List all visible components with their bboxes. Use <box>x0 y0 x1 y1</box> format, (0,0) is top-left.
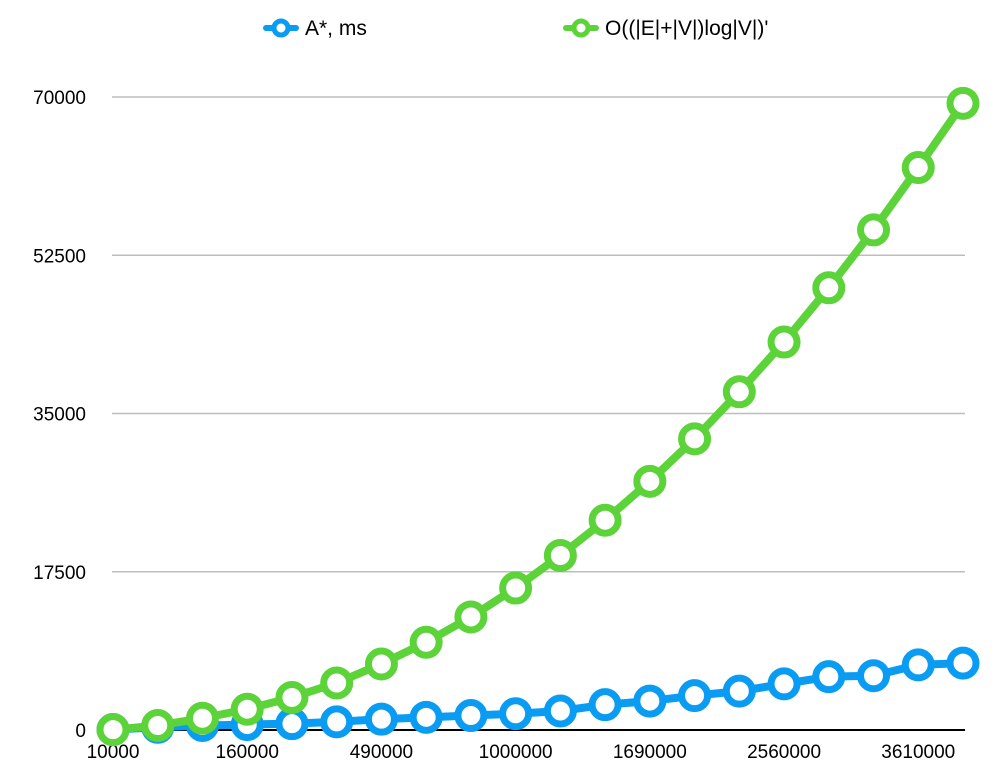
data-point <box>812 660 846 694</box>
series-line-2 <box>109 99 967 734</box>
data-point <box>454 699 488 733</box>
legend-entry-series-2: O((|E|+|V|)log|V|)' <box>563 17 768 40</box>
y-axis-ticks: 0 17500 35000 52500 70000 <box>33 88 86 742</box>
data-point <box>543 694 577 728</box>
data-point <box>767 667 801 701</box>
data-point <box>767 325 801 359</box>
legend: A*, ms O((|E|+|V|)log|V|)' <box>263 17 768 40</box>
data-point <box>722 375 756 409</box>
data-point <box>96 713 130 747</box>
data-point <box>678 422 712 456</box>
data-point <box>901 648 935 682</box>
data-point <box>320 705 354 739</box>
gridlines <box>112 96 965 573</box>
x-tick-label: 2560000 <box>747 742 821 763</box>
series-group <box>96 86 980 747</box>
y-tick-label: 52500 <box>33 246 86 267</box>
y-tick-label: 17500 <box>33 563 86 584</box>
legend-label-series-2: O((|E|+|V|)log|V|)' <box>605 17 768 40</box>
data-point <box>364 647 398 681</box>
data-point <box>946 646 980 680</box>
data-point <box>588 688 622 722</box>
y-tick-label: 0 <box>75 721 86 742</box>
data-point <box>857 659 891 693</box>
legend-swatch-marker <box>271 18 291 38</box>
data-point <box>409 625 443 659</box>
data-point <box>588 503 622 537</box>
x-tick-label: 160000 <box>216 742 279 763</box>
x-tick-label: 1000000 <box>479 742 553 763</box>
data-point <box>812 271 846 305</box>
y-tick-label: 35000 <box>33 405 86 426</box>
x-tick-label: 490000 <box>350 742 413 763</box>
data-point <box>901 151 935 185</box>
x-axis-ticks: 10000 160000 490000 1000000 1690000 2560000 36… <box>87 742 956 763</box>
data-point <box>499 571 533 605</box>
data-point <box>409 700 443 734</box>
x-tick-label: 3610000 <box>881 742 955 763</box>
data-point <box>633 684 667 718</box>
data-point <box>185 701 219 735</box>
data-point <box>320 666 354 700</box>
data-point <box>275 707 309 741</box>
data-point <box>946 86 980 120</box>
data-point <box>275 680 309 714</box>
x-tick-label: 1690000 <box>613 742 687 763</box>
data-point <box>543 538 577 572</box>
legend-label-series-1: A*, ms <box>305 17 367 40</box>
data-point <box>499 697 533 731</box>
data-point <box>633 464 667 498</box>
data-point <box>454 600 488 634</box>
data-point <box>141 708 175 742</box>
data-point <box>857 213 891 247</box>
data-point <box>230 692 264 726</box>
y-tick-label: 70000 <box>33 88 86 109</box>
legend-swatch-marker <box>571 18 591 38</box>
data-point <box>364 702 398 736</box>
x-tick-label: 10000 <box>87 742 140 763</box>
data-point <box>678 679 712 713</box>
legend-entry-series-1: A*, ms <box>263 17 367 40</box>
data-point <box>722 674 756 708</box>
